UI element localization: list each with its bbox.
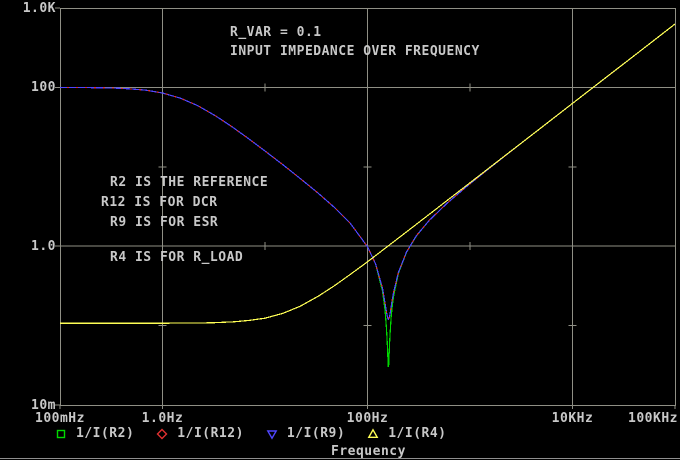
marker-square-icon (56, 429, 66, 438)
y-tick-label: 1.0K (22, 1, 56, 16)
legend-item: 1/I(R9) (266, 426, 345, 441)
trace-1-i-r4- (60, 23, 676, 324)
note-r4: R4 IS FOR R_LOAD (110, 250, 244, 265)
note-r2: R2 IS THE REFERENCE (110, 175, 269, 190)
marker-diamond-icon (156, 428, 168, 439)
x-tick-label: 1.0Hz (141, 411, 184, 426)
trace-1-i-r9- (60, 23, 676, 321)
legend-item: 1/I(R2) (55, 426, 134, 441)
legend: 1/I(R2) 1/I(R12) 1/I(R9) 1/I(R4) (55, 426, 469, 441)
x-tick-label: 100KHz (628, 411, 678, 426)
legend-item: 1/I(R12) (156, 426, 244, 441)
y-tick-label: 100 (31, 80, 56, 96)
legend-label: 1/I(R2) (76, 426, 135, 441)
legend-label: 1/I(R12) (177, 426, 244, 441)
note-r12: R12 IS FOR DCR (101, 195, 218, 210)
marker-triangle-up-icon (367, 427, 379, 438)
legend-item: 1/I(R4) (367, 426, 446, 441)
y-tick-label: 1.0 (31, 239, 56, 255)
x-tick-label: 10KHz (551, 411, 594, 426)
x-tick-label: 100Hz (346, 411, 389, 426)
x-tick-label: 100mHz (35, 411, 85, 426)
legend-label: 1/I(R9) (286, 426, 346, 441)
marker-triangle-down-icon (266, 429, 278, 440)
note-r9: R9 IS FOR ESR (110, 215, 219, 230)
param-annotation: R_VAR = 0.1 (230, 25, 322, 40)
x-axis-title: Frequency (331, 444, 406, 459)
legend-label: 1/I(R4) (388, 426, 447, 441)
chart-title: INPUT IMPEDANCE OVER FREQUENCY (230, 44, 480, 59)
y-tick-label: 10m (31, 398, 56, 413)
window-bottom-border (0, 458, 680, 459)
